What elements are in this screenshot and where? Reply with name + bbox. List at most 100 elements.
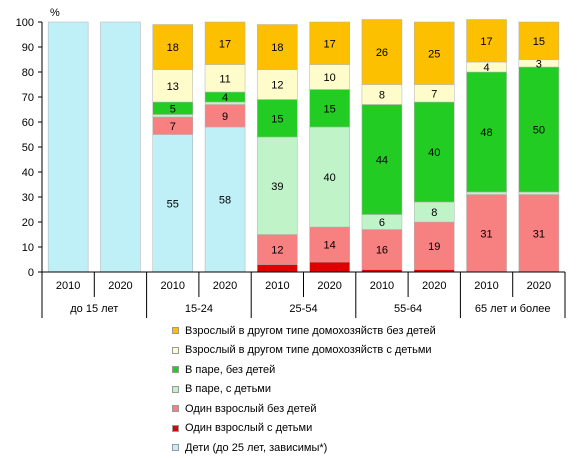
legend-swatch [172, 327, 179, 335]
data-label: 15 [324, 103, 336, 115]
legend-item: Взрослый в другом типе домохозяйств без … [172, 321, 572, 341]
data-label: 14 [324, 240, 336, 252]
data-label: 3 [536, 58, 542, 70]
bar-segment [204, 21, 246, 65]
x-group-label: 65 лет и более [475, 303, 551, 315]
x-group-label: 55-64 [394, 303, 422, 315]
data-label: 44 [376, 155, 388, 167]
y-unit-label: % [50, 7, 60, 19]
legend-label: Дети (до 25 лет, зависимы*) [185, 441, 328, 454]
bar-segment [361, 19, 403, 85]
legend-label: Взрослый в другом типе домохозяйств с де… [185, 344, 432, 357]
legend-swatch [172, 366, 179, 374]
bar-segment [466, 191, 507, 195]
data-label: 18 [167, 42, 179, 54]
legend-swatch [172, 405, 179, 413]
legend-label: Один взрослый без детей [185, 402, 317, 415]
data-label: 55 [167, 198, 179, 210]
x-tick-label: 2010 [474, 280, 498, 292]
data-label: 10 [324, 72, 336, 84]
x-tick-label: 2010 [370, 280, 394, 292]
legend: Взрослый в другом типе домохозяйств без … [172, 321, 572, 458]
data-label: 4 [483, 62, 489, 74]
bar-segment [257, 24, 298, 70]
bar-segment [309, 261, 350, 273]
bar-segment [257, 99, 298, 138]
data-label: 25 [428, 48, 440, 60]
data-label: 7 [431, 88, 437, 100]
x-group-label: 15-24 [185, 303, 213, 315]
data-label: 15 [271, 113, 283, 125]
bar-segment [257, 136, 298, 235]
bar-segment [361, 104, 403, 215]
bar-segment [309, 89, 350, 128]
data-label: 40 [428, 147, 440, 159]
data-label: 16 [376, 245, 388, 257]
data-label: 31 [480, 228, 492, 240]
data-label: 11 [219, 73, 230, 85]
data-label: 5 [170, 103, 176, 115]
data-label: 15 [533, 36, 545, 48]
bar-segment [414, 21, 455, 85]
legend-item: В паре, с детьми [172, 380, 572, 400]
data-labels-layer: 55 7 5 13 18 58 9 4 11 17 12 39 15 12 18 14 40 15 10 17 16 6 4… [167, 36, 545, 257]
legend-swatch [172, 424, 179, 432]
bar-segment [100, 21, 141, 273]
x-tick-label: 2020 [527, 280, 551, 292]
bar-segment [518, 66, 560, 193]
x-tick-label: 2020 [213, 280, 237, 292]
data-label: 8 [379, 90, 385, 102]
bar-segment [309, 21, 350, 65]
y-tick-label: 20 [22, 217, 34, 229]
legend-label: Взрослый в другом типе домохозяйств без … [185, 324, 436, 337]
bar-segment [152, 24, 193, 70]
data-label: 7 [170, 121, 176, 133]
data-label: 40 [324, 172, 336, 184]
data-label: 39 [271, 181, 283, 193]
legend-label: В паре, с детьми [185, 383, 272, 396]
bar-segment [518, 21, 560, 60]
y-tick-label: 60 [22, 117, 34, 129]
bar-segment [518, 191, 560, 195]
x-tick-label: 2010 [161, 280, 185, 292]
bar-segment [361, 229, 403, 270]
x-tick-label: 2020 [317, 280, 341, 292]
bar-segment [257, 234, 298, 265]
bar-segment [257, 69, 298, 100]
data-label: 48 [480, 127, 492, 139]
bar-segment [309, 126, 350, 228]
legend-swatch [172, 444, 179, 452]
legend-item: Один взрослый с детьми [172, 419, 572, 439]
data-label: 13 [167, 81, 179, 93]
y-tick-label: 90 [22, 42, 34, 54]
bar-segment [414, 101, 455, 203]
data-label: 19 [428, 241, 440, 253]
data-label: 50 [533, 125, 545, 137]
x-tick-label: 2010 [265, 280, 289, 292]
data-label: 26 [376, 47, 388, 59]
legend-label: В паре, без детей [185, 363, 276, 376]
legend-item: Взрослый в другом типе домохозяйств с де… [172, 341, 572, 361]
y-tick-label: 40 [22, 167, 34, 179]
bar-segment [257, 264, 298, 273]
y-tick-label: 80 [22, 67, 34, 79]
bar-segment [47, 21, 89, 273]
x-tick-label: 2020 [422, 280, 446, 292]
bar-segment [414, 221, 455, 270]
legend-item: В паре, без детей [172, 360, 572, 380]
data-label: 18 [271, 42, 283, 54]
data-label: 6 [379, 217, 385, 229]
data-label: 31 [533, 228, 545, 240]
y-tick-label: 50 [22, 142, 34, 154]
data-label: 17 [324, 38, 336, 50]
x-group-label: 25-54 [289, 303, 317, 315]
bar-segment [466, 19, 507, 63]
y-tick-label: 10 [22, 242, 34, 254]
data-label: 17 [219, 38, 231, 50]
bars-layer [47, 19, 560, 273]
data-label: 17 [480, 36, 492, 48]
bar-segment [309, 64, 350, 90]
bar-segment [518, 194, 560, 273]
